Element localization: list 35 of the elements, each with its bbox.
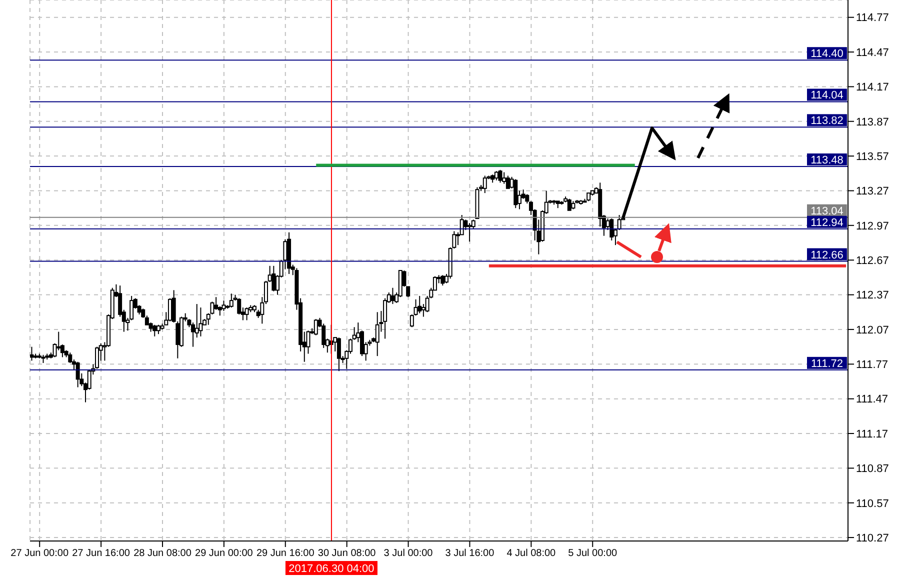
y-tick-label: 111.77 [856,359,888,372]
ref-line-label: 112.94 [810,216,844,229]
y-tick-label: 113.87 [856,116,889,128]
ref-line-label: 112.66 [810,249,844,262]
x-tick-label: 3 Jul 16:00 [445,548,495,560]
x-tick-label: 28 Jun 08:00 [134,548,192,560]
ref-line-label: 113.82 [810,115,844,128]
y-tick-label: 114.77 [856,12,889,24]
x-tick-label: 29 Jun 00:00 [195,548,254,560]
ref-line-label: 113.48 [810,154,844,166]
y-tick-label: 112.97 [856,220,889,232]
y-tick-label: 111.17 [856,428,888,440]
y-tick-label: 112.07 [856,324,889,336]
y-tick-label: 112.67 [856,255,889,267]
y-tick-label: 110.57 [856,498,889,510]
x-tick-label: 4 Jul 08:00 [506,548,556,560]
y-tick-label: 112.37 [856,290,889,302]
x-tick-label: 3 Jul 00:00 [384,548,434,560]
x-tick-label: 27 Jun 16:00 [72,548,130,560]
y-tick-label: 111.47 [856,394,888,406]
y-tick-label: 114.47 [856,46,889,59]
ref-line-label: 111.72 [810,358,844,370]
y-tick-label: 110.87 [856,463,889,476]
ref-line-label: 114.04 [810,90,844,102]
y-tick-label: 113.27 [856,186,889,198]
text: 2017.06.30 04:00 [288,563,374,575]
x-tick-label: 29 Jun 16:00 [256,548,315,560]
y-tick-label: 113.57 [856,150,889,163]
x-tick-label: 30 Jun 08:00 [318,548,376,560]
y-tick-label: 110.27 [856,532,889,544]
ref-line-label: 113.04 [810,205,844,218]
x-tick-label: 5 Jul 00:00 [568,548,618,560]
y-tick-label: 114.17 [856,82,889,94]
ref-line-label: 114.40 [810,48,844,60]
x-tick-label: 27 Jun 00:00 [10,548,69,560]
